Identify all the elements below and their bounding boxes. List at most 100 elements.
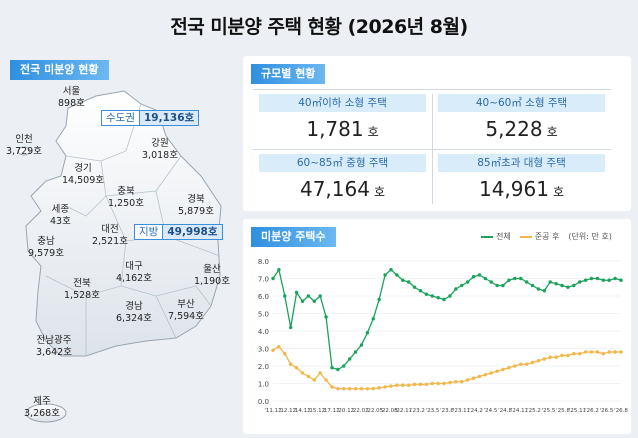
data-point <box>442 381 446 386</box>
data-point <box>342 387 346 391</box>
data-point <box>583 278 588 282</box>
x-tick-label: '23.5 <box>426 408 440 414</box>
data-point <box>465 378 470 382</box>
size-cell-label: 40㎡이하 소형 주택 <box>259 94 426 112</box>
data-point <box>383 273 387 277</box>
data-point <box>442 297 446 302</box>
data-point <box>513 364 517 368</box>
page-title: 전국 미분양 주택 현황 (2026년 8월) <box>170 16 468 38</box>
data-point <box>601 278 606 282</box>
data-point <box>336 367 340 372</box>
data-point <box>448 294 452 298</box>
region-gangwon: 강원 3,018호 <box>142 138 178 161</box>
size-cell-small-40-60: 40~60㎡ 소형 주택 5,228 호 <box>432 90 611 149</box>
data-point <box>607 278 611 282</box>
data-point <box>495 369 499 373</box>
y-tick-label: 1.0 <box>258 381 269 389</box>
data-point <box>406 383 411 387</box>
x-tick-label: '25.5 <box>542 408 556 414</box>
data-point <box>277 268 281 272</box>
data-point <box>412 285 417 289</box>
data-point <box>619 278 623 282</box>
y-tick-label: 6.0 <box>258 293 269 301</box>
x-tick-label: '17.12 <box>322 408 339 414</box>
data-point <box>353 387 358 391</box>
size-cell-label: 40~60㎡ 소형 주택 <box>438 94 605 112</box>
data-point <box>347 387 352 391</box>
data-point <box>601 352 606 356</box>
legend-completed-label: 준공 후 <box>534 232 560 241</box>
size-cell-large-over85: 85㎡초과 대형 주택 14,961 호 <box>432 149 611 208</box>
data-point <box>342 364 346 368</box>
data-point <box>513 276 517 281</box>
data-point <box>483 373 488 377</box>
data-point <box>306 294 311 298</box>
x-tick-label: '24.2 <box>469 408 483 414</box>
data-point <box>454 380 458 384</box>
data-point <box>613 350 617 354</box>
data-point <box>406 280 411 284</box>
map-panel-heading: 전국 미분양 현황 <box>10 60 109 80</box>
data-point <box>495 283 499 288</box>
size-cell-value: 1,781 호 <box>306 117 379 141</box>
x-tick-label: '25.8 <box>556 408 570 414</box>
data-point <box>536 287 541 291</box>
data-point <box>347 357 352 361</box>
region-chungbuk: 충북 1,250호 <box>108 186 144 209</box>
data-point <box>418 382 423 387</box>
data-point <box>507 278 511 282</box>
x-tick-label: '22.08 <box>380 408 398 414</box>
y-tick-label: 7.0 <box>258 276 269 284</box>
data-point <box>324 315 328 319</box>
size-grid: 40㎡이하 소형 주택 1,781 호 40~60㎡ 소형 주택 5,228 호 6… <box>253 89 611 207</box>
data-point <box>501 283 505 288</box>
data-point <box>566 353 570 358</box>
data-point <box>359 387 364 391</box>
x-tick-label: '14.12 <box>293 408 310 414</box>
data-point <box>353 350 358 354</box>
x-tick-label: '26.2 <box>585 408 599 414</box>
data-point <box>283 352 287 356</box>
x-tick-label: '24.5 <box>484 408 498 414</box>
data-point <box>324 378 328 382</box>
data-point <box>359 343 364 347</box>
x-tick-label: '24.8 <box>498 408 512 414</box>
data-point <box>395 273 399 277</box>
chart-panel-heading: 미분양 주택수 <box>251 227 336 247</box>
local-area-value: 49,998호 <box>163 225 222 239</box>
data-point <box>412 382 417 387</box>
data-point <box>554 282 558 286</box>
data-point <box>489 371 493 375</box>
data-point <box>294 290 299 295</box>
data-point <box>300 371 305 375</box>
region-gyeongbuk: 경북 5,879호 <box>178 194 214 217</box>
legend-total-icon <box>481 235 493 238</box>
data-point <box>519 276 523 281</box>
data-point <box>465 280 470 284</box>
data-point <box>383 385 387 389</box>
y-tick-label: 5.0 <box>258 311 269 319</box>
korea-map <box>17 90 222 423</box>
data-point <box>566 285 570 289</box>
x-tick-label: '22.11 <box>395 408 412 414</box>
data-point <box>306 374 311 379</box>
data-point <box>560 353 564 358</box>
x-tick-label: '26.8 <box>614 408 628 414</box>
data-point <box>377 386 381 390</box>
data-point <box>578 352 582 356</box>
line-chart: 0.01.02.03.04.05.06.07.08.0'11.12'12.12'… <box>258 258 629 414</box>
data-point <box>519 362 523 366</box>
y-tick-label: 4.0 <box>258 328 269 336</box>
data-point <box>607 350 611 354</box>
size-cell-value: 47,164 호 <box>299 177 386 201</box>
data-point <box>619 350 623 354</box>
region-daegu: 대구 4,162호 <box>116 261 152 284</box>
data-point <box>501 367 505 372</box>
data-point <box>578 280 582 284</box>
data-point <box>430 294 434 298</box>
data-point <box>377 297 381 302</box>
x-tick-label: '15.12 <box>308 408 325 414</box>
data-point <box>365 331 370 335</box>
data-point <box>424 292 429 296</box>
data-point <box>418 289 423 293</box>
